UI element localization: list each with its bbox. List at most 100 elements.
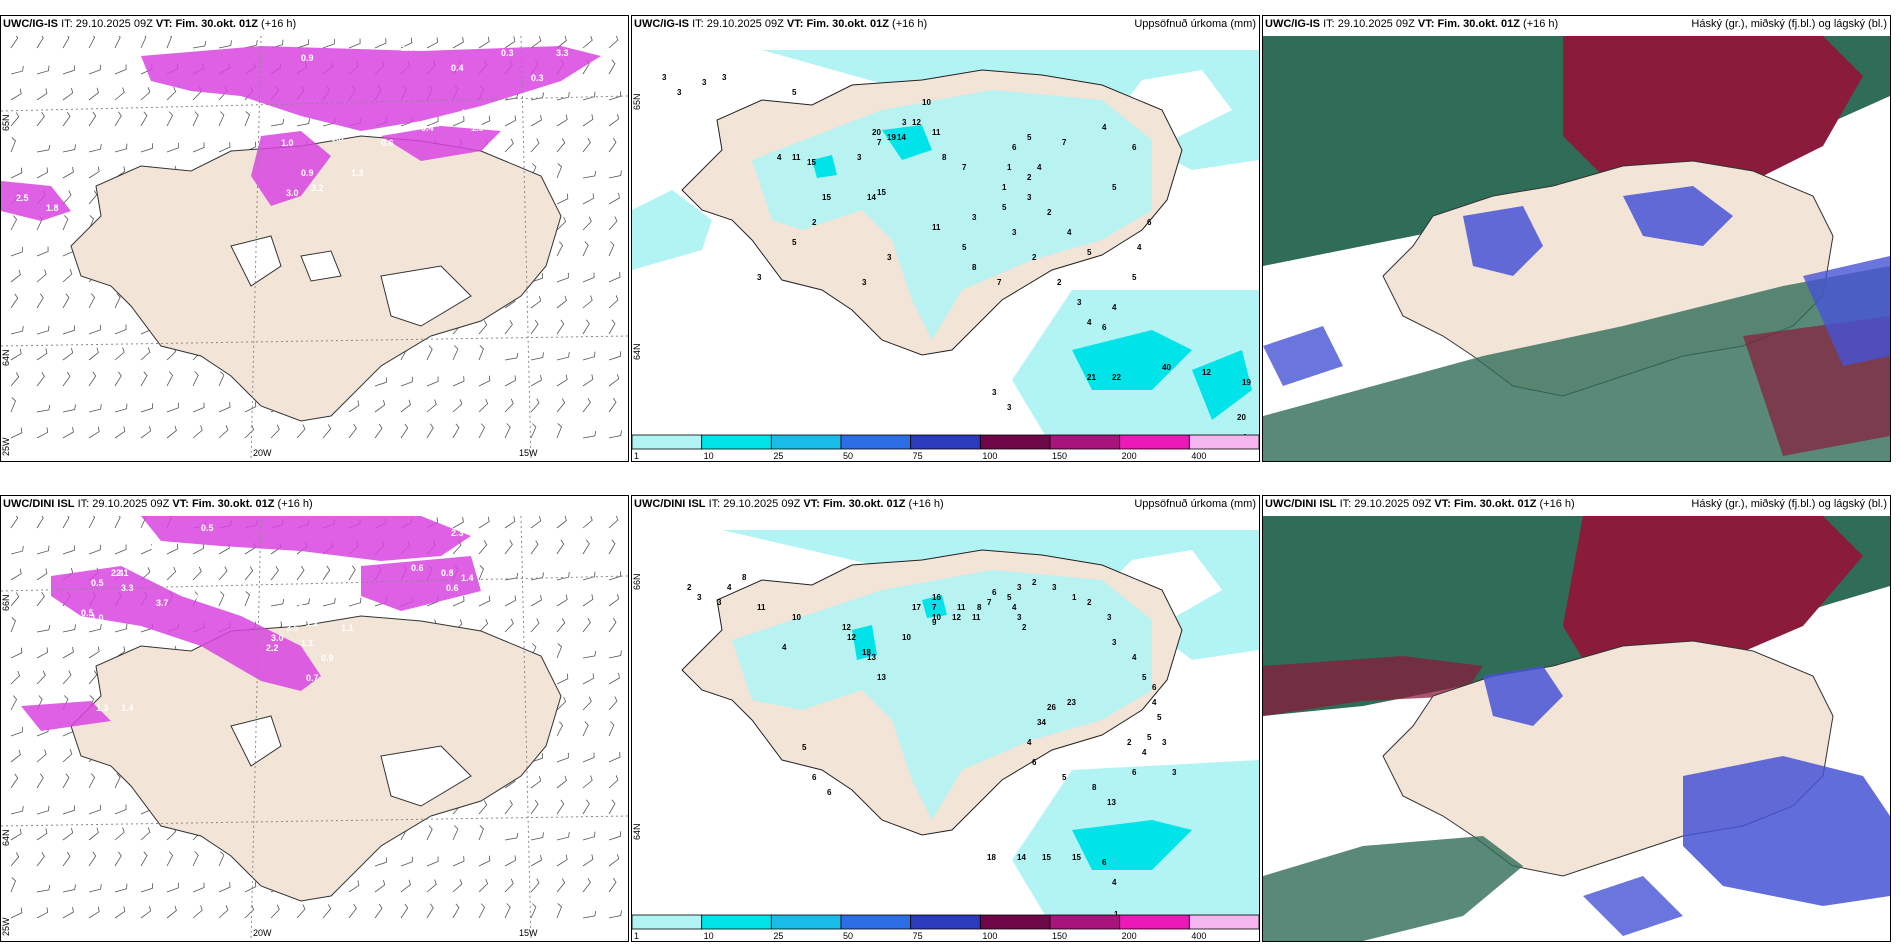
accum-value-label: 19 <box>887 133 896 142</box>
accum-value-label: 5 <box>1132 273 1137 282</box>
accum-value-label: 12 <box>1202 368 1211 377</box>
accum-value-label: 2 <box>1127 738 1132 747</box>
wind-barb <box>530 832 544 841</box>
wind-barb <box>296 118 310 127</box>
wind-precip-map[interactable]: 0.5 2.3 3.3 1.0 0.4 2.4 3.7 0.4 0.5 1.0 0.6 0.8 1.4 3… <box>1 516 628 941</box>
accum-precip-map[interactable]: 2 3 3 4 8 11 10 12 12 18 17 16 10 7 13 13 10 9 12 11 11 8 7 6 3 5… <box>632 516 1259 927</box>
wind-barb <box>88 884 102 893</box>
wind-barb <box>88 404 102 413</box>
wind-barb <box>10 269 21 283</box>
wind-barb <box>114 883 128 893</box>
wind-barb <box>556 594 568 607</box>
wind-barb <box>582 216 592 231</box>
accum-value-label: 3 <box>717 598 722 607</box>
panel-title: UWC/DINI ISL IT: 29.10.2025 09Z VT: Fim.… <box>3 498 313 510</box>
wind-barb <box>62 646 74 659</box>
lon-label: 25W <box>1 917 11 936</box>
wind-barb <box>88 371 97 387</box>
precip-value-label: 0.9 <box>171 43 184 53</box>
wind-barb <box>114 623 128 633</box>
wind-barb <box>582 673 595 685</box>
accum-value-label: 19 <box>1242 378 1251 387</box>
wind-barb <box>504 138 514 153</box>
accum-value-label: 3 <box>1162 738 1167 747</box>
wind-barb <box>88 906 100 919</box>
wind-barb <box>62 87 74 101</box>
wind-barb <box>582 170 597 179</box>
precip-value-label: 0.8 <box>291 603 304 613</box>
colorbar-label: 25 <box>773 451 783 461</box>
wind-barb <box>270 598 285 607</box>
wind-barb <box>608 799 616 815</box>
lat-label: 66N <box>1 594 11 611</box>
colorbar-label: 150 <box>1052 451 1067 461</box>
colorbar-swatch <box>770 914 842 930</box>
wind-barb <box>556 775 567 789</box>
wind-barb <box>452 345 459 361</box>
wind-barb <box>192 40 207 49</box>
wind-barb <box>478 855 491 867</box>
accum-value-label: 5 <box>1147 733 1152 742</box>
accum-value-label: 23 <box>1067 698 1076 707</box>
wind-barb <box>582 594 594 607</box>
wind-barb <box>608 775 619 789</box>
accum-value-label: 7 <box>932 603 937 612</box>
panel-title: UWC/IG-IS IT: 29.10.2025 09Z VT: Fim. 30… <box>3 18 297 30</box>
accum-value-label: 4 <box>1037 163 1042 172</box>
wind-barb <box>556 193 569 205</box>
wind-barb <box>114 426 126 439</box>
accum-value-label: 15 <box>822 193 831 202</box>
wind-barb <box>504 423 511 439</box>
wind-barb <box>36 670 46 685</box>
precip-value-label: 0.8 <box>331 133 344 143</box>
wind-barb <box>478 903 486 919</box>
wind-barb <box>36 545 50 555</box>
wind-barb <box>478 320 488 335</box>
wind-barb <box>504 352 519 361</box>
wind-barb <box>10 167 23 179</box>
cloud-map[interactable] <box>1263 516 1890 941</box>
wind-barb <box>10 246 23 257</box>
wind-barb <box>244 424 255 439</box>
accum-value-label: 4 <box>1027 738 1032 747</box>
wind-barb <box>530 878 540 893</box>
accum-labels: 2334811101212181716107131310912111187635… <box>687 573 1177 919</box>
wind-barb <box>556 319 565 335</box>
accum-value-label: 5 <box>792 88 797 97</box>
accum-value-label: 12 <box>847 633 856 642</box>
wind-barb <box>10 852 20 867</box>
accum-value-label: 10 <box>922 98 931 107</box>
wind-barb <box>10 806 24 815</box>
wind-barb <box>556 423 562 439</box>
wind-barb <box>426 399 437 413</box>
accum-value-label: 7 <box>962 163 967 172</box>
wind-barb <box>62 215 69 231</box>
lon-label: 15W <box>519 928 538 938</box>
wind-precip-map[interactable]: 0.9 0.9 1.9 0.4 0.3 0.3 0.5 0.8 0.6 1.9 0.9 3.0 3.2 1… <box>1 36 628 461</box>
accum-value-label: 3 <box>887 253 892 262</box>
wind-barb <box>10 112 20 127</box>
accum-value-label: 21 <box>1087 373 1096 382</box>
precip-value-label: 0.5 <box>111 118 124 128</box>
precip-value-label: 1.1 <box>301 638 314 648</box>
wind-barb <box>400 879 411 893</box>
accum-precip-map[interactable]: 3 3 3 3 5 10 3 7 3 4 11 15 20 19 14 12 11 8 7 15 14 15 11 5 8 7 5 3… <box>632 36 1259 447</box>
lon-label: 20W <box>253 448 272 458</box>
wind-barb <box>62 144 76 153</box>
wind-barb <box>426 825 433 841</box>
accum-value-label: 5 <box>1112 183 1117 192</box>
panel-subtitle: Háský (gr.), miðský (fj.bl.) og lágský (… <box>1691 18 1887 30</box>
cloud-map[interactable] <box>1263 36 1890 461</box>
accum-value-label: 6 <box>1102 858 1107 867</box>
colorbar-label: 50 <box>843 931 853 941</box>
wind-barb <box>322 38 335 49</box>
wind-barb <box>556 374 568 387</box>
wind-barb <box>582 854 594 867</box>
wind-barb <box>36 805 50 815</box>
accum-value-label: 15 <box>1042 853 1051 862</box>
wind-barb <box>114 804 127 815</box>
wind-barb <box>582 516 593 529</box>
wind-barb <box>88 827 99 841</box>
accum-value-label: 3 <box>1052 583 1057 592</box>
wind-barb <box>478 516 490 529</box>
